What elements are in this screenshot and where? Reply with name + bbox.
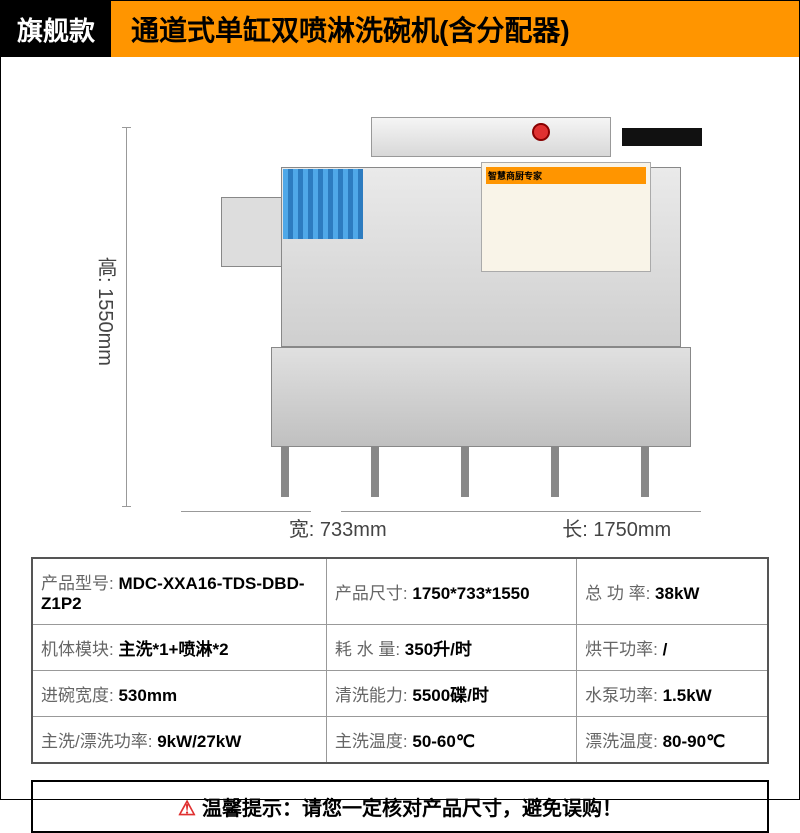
leg-icon xyxy=(461,447,469,497)
machine-illustration: 智慧商厨专家 xyxy=(221,117,691,497)
bottom-dims: 宽: 733mm 长: 1750mm xyxy=(201,513,759,542)
curtain-icon xyxy=(283,169,363,239)
spec-value: 350升/时 xyxy=(405,640,472,659)
spec-cell: 耗 水 量:350升/时 xyxy=(326,625,576,671)
height-label: 高: 1550mm xyxy=(91,257,120,366)
width-dim-line xyxy=(181,511,311,512)
spec-label: 烘干功率: xyxy=(585,640,662,659)
spec-cell: 清洗能力:5500碟/时 xyxy=(326,671,576,717)
spec-cell: 漂洗温度:80-90℃ xyxy=(577,717,768,764)
spec-label: 清洗能力: xyxy=(335,686,412,705)
warning-icon: ⚠ xyxy=(178,798,196,820)
info-panel: 智慧商厨专家 xyxy=(481,162,651,272)
spec-cell: 主洗温度:50-60℃ xyxy=(326,717,576,764)
spec-label: 产品尺寸: xyxy=(335,584,412,603)
spec-value: 主洗*1+喷淋*2 xyxy=(118,640,228,659)
spec-label: 进碗宽度: xyxy=(41,686,118,705)
length-dim-line xyxy=(341,511,701,512)
spec-label: 水泵功率: xyxy=(585,686,662,705)
spec-value: / xyxy=(663,640,668,659)
spec-label: 机体模块: xyxy=(41,640,118,659)
machine-base xyxy=(271,347,691,447)
spec-cell: 机体模块:主洗*1+喷淋*2 xyxy=(32,625,326,671)
info-panel-title: 智慧商厨专家 xyxy=(486,167,646,184)
table-row: 进碗宽度:530mm清洗能力:5500碟/时水泵功率:1.5kW xyxy=(32,671,768,717)
stop-button-icon xyxy=(532,123,550,141)
product-diagram: 高: 1550mm 智慧商厨专家 宽: 733mm 长: 1750mm xyxy=(1,57,799,557)
leg-icon xyxy=(551,447,559,497)
spec-value: 530mm xyxy=(118,686,177,705)
header: 旗舰款 通道式单缸双喷淋洗碗机(含分配器) xyxy=(1,1,799,57)
spec-value: 38kW xyxy=(655,584,699,603)
spec-cell: 烘干功率:/ xyxy=(577,625,768,671)
warning-box: ⚠ 温馨提示：请您一定核对产品尺寸，避免误购！ xyxy=(31,780,769,833)
spec-cell: 主洗/漂洗功率:9kW/27kW xyxy=(32,717,326,764)
length-label: 长: 1750mm xyxy=(562,513,671,542)
machine-top xyxy=(371,117,611,157)
leg-icon xyxy=(281,447,289,497)
spec-cell: 进碗宽度:530mm xyxy=(32,671,326,717)
spec-value: 1750*733*1550 xyxy=(412,584,529,603)
spec-label: 漂洗温度: xyxy=(585,732,662,751)
table-row: 产品型号:MDC-XXA16-TDS-DBD-Z1P2产品尺寸:1750*733… xyxy=(32,558,768,625)
spec-value: 80-90℃ xyxy=(663,732,726,751)
flagship-badge: 旗舰款 xyxy=(1,1,111,57)
spec-label: 主洗/漂洗功率: xyxy=(41,732,157,751)
spec-cell: 产品型号:MDC-XXA16-TDS-DBD-Z1P2 xyxy=(32,558,326,625)
spec-table: 产品型号:MDC-XXA16-TDS-DBD-Z1P2产品尺寸:1750*733… xyxy=(31,557,769,764)
width-label: 宽: 733mm xyxy=(289,513,387,542)
spec-value: 5500碟/时 xyxy=(412,686,489,705)
spec-label: 总 功 率: xyxy=(585,584,655,603)
warning-text: 温馨提示：请您一定核对产品尺寸，避免误购！ xyxy=(202,798,622,820)
spec-label: 耗 水 量: xyxy=(335,640,405,659)
spec-label: 主洗温度: xyxy=(335,732,412,751)
spec-value: 50-60℃ xyxy=(412,732,475,751)
spec-cell: 总 功 率:38kW xyxy=(577,558,768,625)
table-row: 主洗/漂洗功率:9kW/27kW主洗温度:50-60℃漂洗温度:80-90℃ xyxy=(32,717,768,764)
leg-icon xyxy=(371,447,379,497)
display-panel xyxy=(622,128,702,146)
spec-value: 1.5kW xyxy=(663,686,712,705)
table-row: 机体模块:主洗*1+喷淋*2耗 水 量:350升/时烘干功率:/ xyxy=(32,625,768,671)
spec-cell: 产品尺寸:1750*733*1550 xyxy=(326,558,576,625)
spec-label: 产品型号: xyxy=(41,574,118,593)
product-title: 通道式单缸双喷淋洗碗机(含分配器) xyxy=(111,1,799,57)
height-dim-line xyxy=(126,127,127,507)
spec-value: 9kW/27kW xyxy=(157,732,241,751)
leg-icon xyxy=(641,447,649,497)
spec-cell: 水泵功率:1.5kW xyxy=(577,671,768,717)
